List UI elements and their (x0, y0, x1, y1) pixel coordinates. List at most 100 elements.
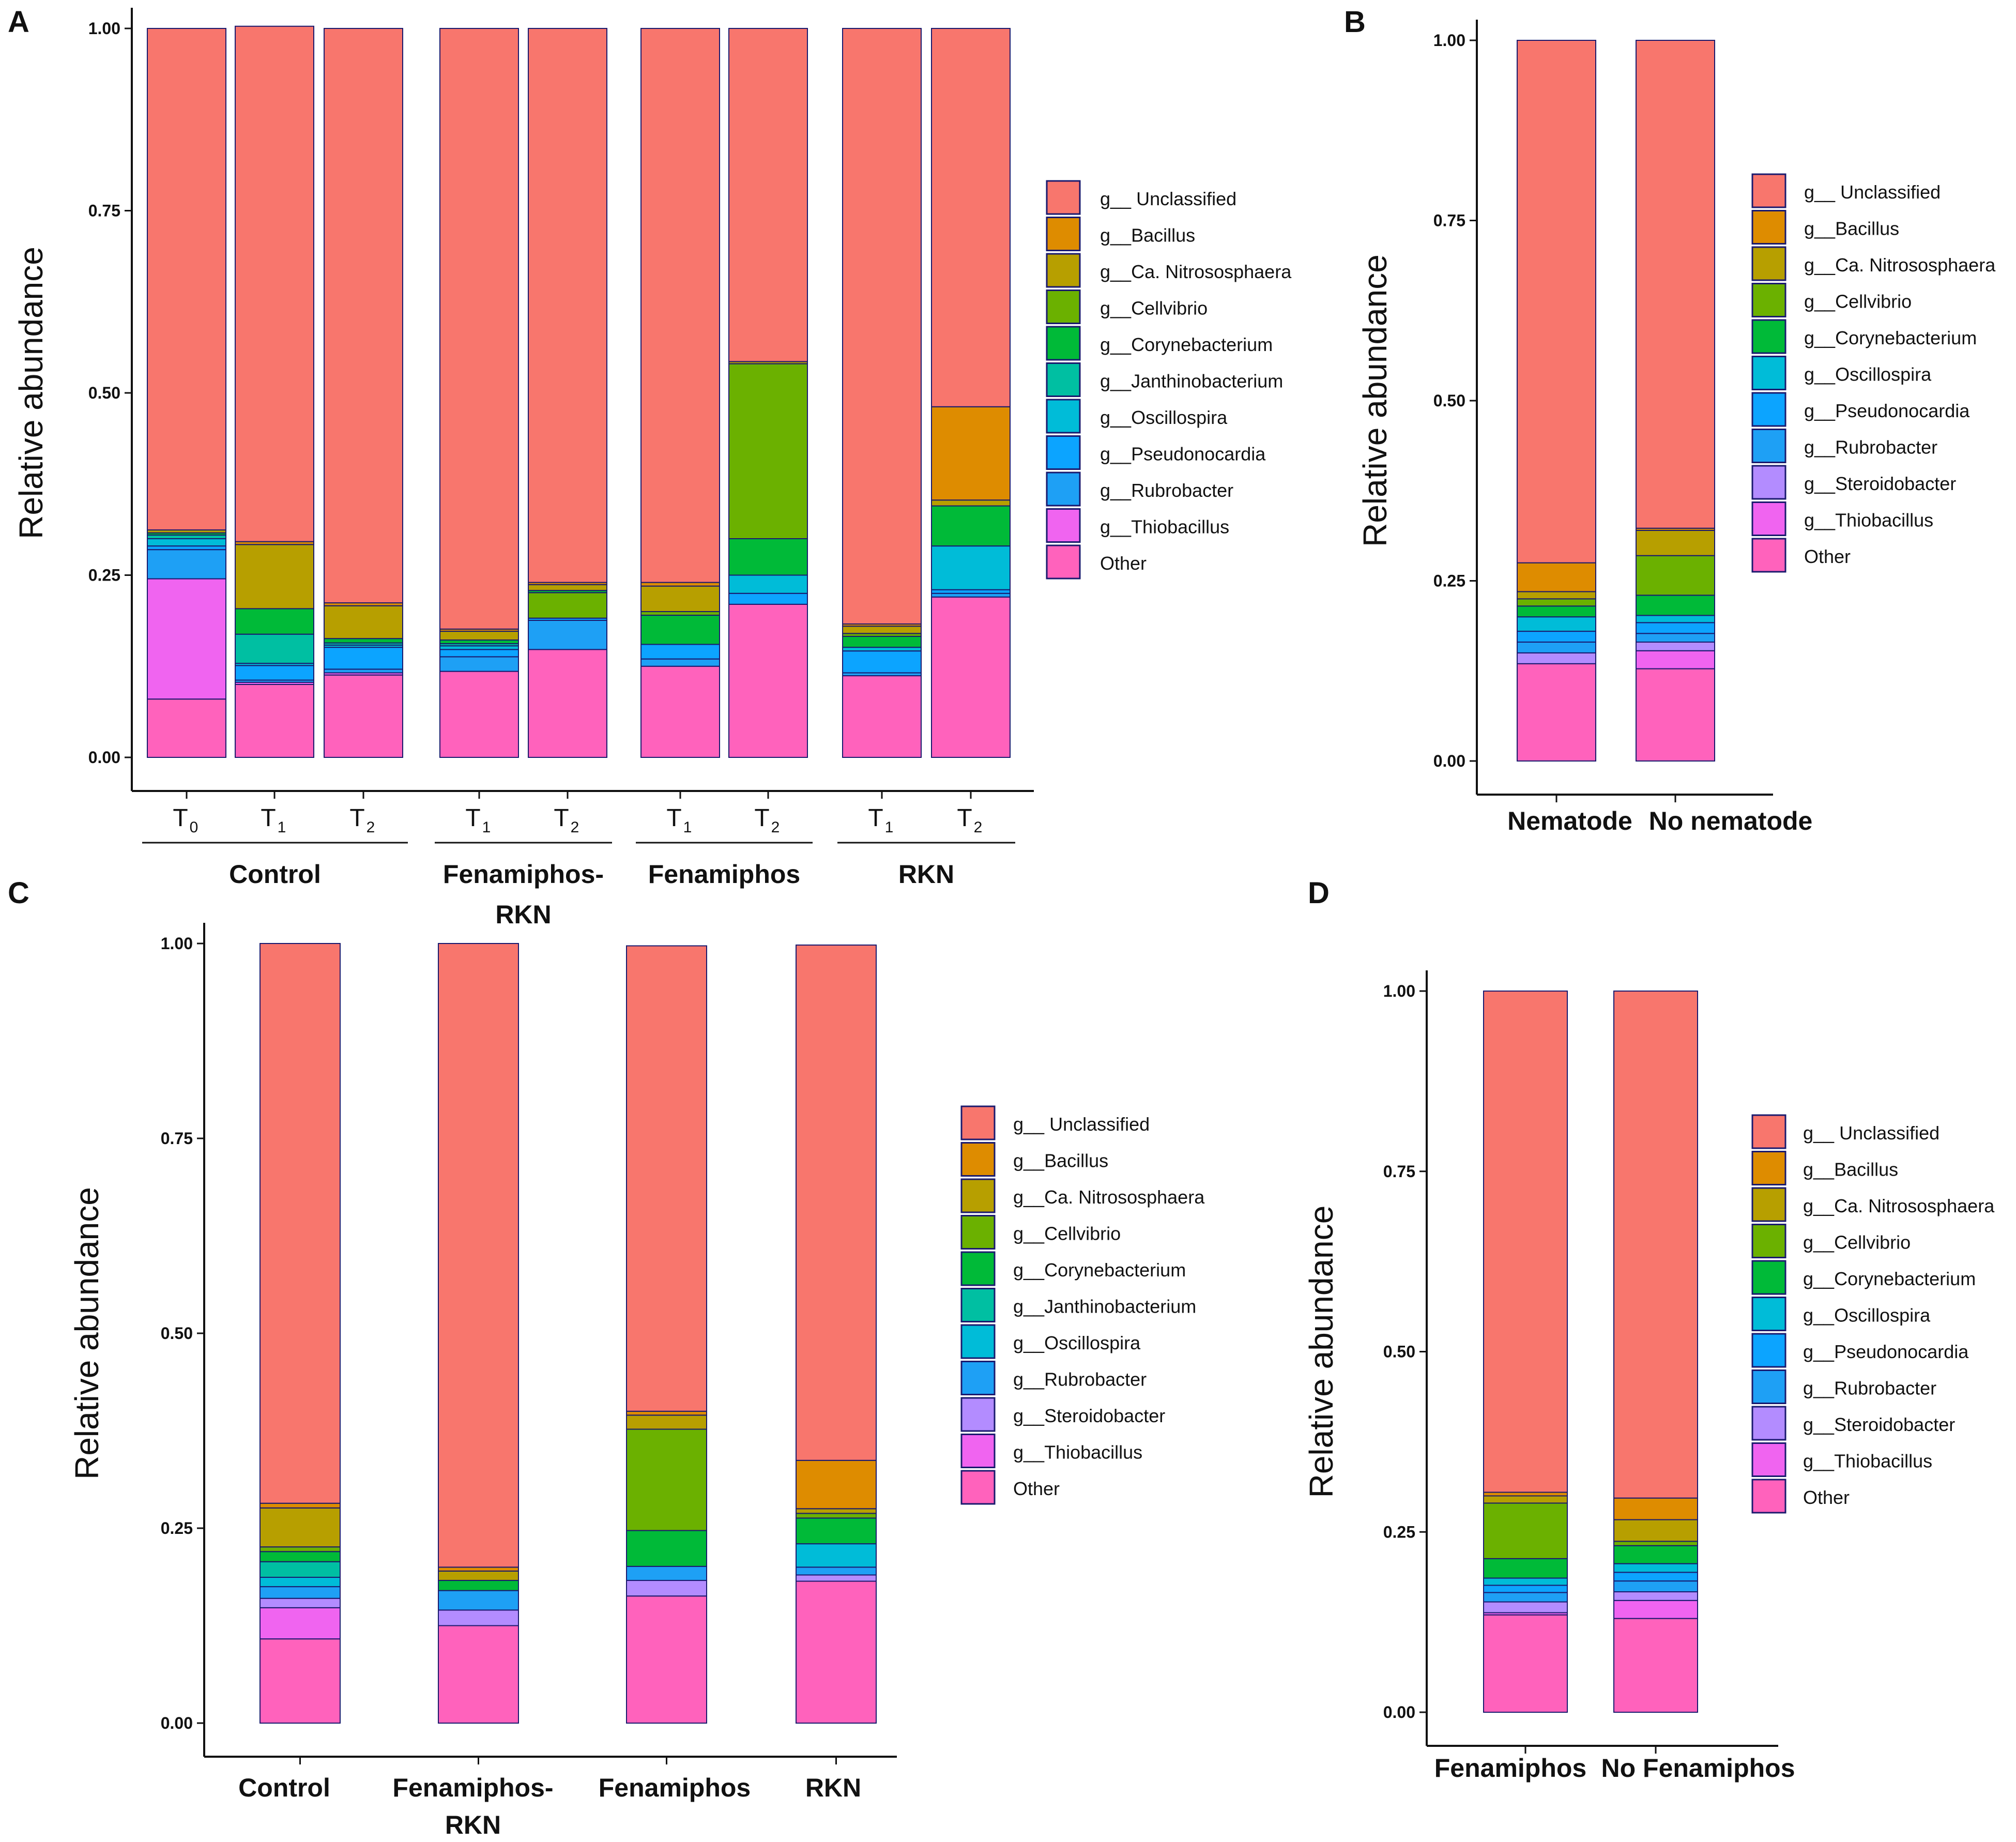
panel-a-segment-rubrobacter (147, 549, 226, 580)
panel-b-legend-label-bacillus: g__Bacillus (1804, 218, 1899, 239)
panel-b-segment-ca-nitrososphaera (1517, 591, 1596, 600)
panel-d-segment-rubrobacter (1613, 1580, 1698, 1593)
panel-b: B 0.00 0.25 0.50 0.75 1.00 Relative abundance N… (1344, 5, 1996, 835)
panel-a-segment-oscillospira (439, 645, 519, 650)
panel-d-segment-steroidobacter (1613, 1591, 1698, 1601)
panel-a-xtick-label: T (554, 804, 569, 832)
panel-b-ytick-label: 1.00 (1433, 31, 1465, 50)
panel-c-legend-swatch-oscillospira (960, 1324, 996, 1359)
panel-b-bar-no-nematode (1636, 40, 1715, 762)
panel-b-legend-swatch-rubrobacter (1751, 429, 1786, 463)
panel-a-segment-ca-nitrososphaera (324, 605, 403, 640)
panel-d-segment-unclassified (1613, 991, 1698, 1499)
panel-a-segment-other (147, 698, 226, 758)
panel-a-segment-pseudonocardia (842, 650, 922, 674)
panel-b-segment-other (1636, 668, 1715, 762)
panel-c: C 0.00 0.25 0.50 0.75 1.00 Relative abundance C… (8, 876, 1205, 1839)
panel-a-legend-label-thiobacillus: g__Thiobacillus (1100, 516, 1229, 538)
panel-c-ytick-label: 0.25 (161, 1519, 193, 1537)
panel-a-segment-other (324, 674, 403, 758)
panel-a-group-label-fenamiphos-rkn: RKN (495, 900, 551, 929)
panel-b-category-no-nematode: No nematode (1649, 806, 1813, 835)
panel-a-group-label-control: Control (229, 860, 321, 889)
panel-d-category-fenamiphos: Fenamiphos (1434, 1754, 1586, 1783)
panel-d-legend-swatch-thiobacillus (1751, 1442, 1786, 1477)
panel-a-legend-label-ca-nitrososphaera: g__Ca. Nitrososphaera (1100, 261, 1292, 282)
panel-c-legend-swatch-bacillus (960, 1142, 996, 1177)
panel-c-segment-rubrobacter (796, 1566, 877, 1576)
panel-c-legend-label-janthinobacterium: g__Janthinobacterium (1013, 1296, 1196, 1317)
panel-c-segment-other (796, 1580, 877, 1724)
panel-b-segment-thiobacillus (1636, 650, 1715, 669)
panel-b-legend-label-corynebacterium: g__Corynebacterium (1804, 327, 1977, 348)
panel-a-legend-label-oscillospira: g__Oscillospira (1100, 407, 1228, 428)
panel-c-segment-unclassified (438, 943, 519, 1568)
panel-c-segment-ca-nitrososphaera (259, 1507, 341, 1548)
panel-c-bar-fenamiphos-rkn (438, 943, 519, 1724)
panel-a-segment-rubrobacter (528, 619, 607, 650)
panel-b-y-label: Relative abundance (1356, 254, 1394, 547)
panel-c-y-label: Relative abundance (68, 1187, 105, 1480)
panel-a-group-label-rkn: RKN (898, 860, 954, 889)
panel-a-bar-fenamiphos-t1 (640, 28, 720, 758)
panel-b-segment-corynebacterium (1636, 595, 1715, 616)
panel-a-letter: A (8, 5, 29, 39)
panel-d-category-no-fenamiphos: No Fenamiphos (1601, 1754, 1795, 1783)
panel-a-legend-label-unclassified: g__ Unclassified (1100, 188, 1236, 209)
panel-c-segment-corynebacterium (626, 1530, 707, 1567)
panel-a-legend-label-other: Other (1100, 553, 1147, 574)
panel-c-segment-cellvibrio (626, 1428, 707, 1531)
panel-c-segment-other (259, 1638, 341, 1724)
panel-b-ytick-label: 0.50 (1433, 391, 1465, 410)
panel-c-segment-steroidobacter (438, 1609, 519, 1626)
panel-a-segment-pseudonocardia (235, 665, 314, 681)
panel-b-legend-label-thiobacillus: g__Thiobacillus (1804, 510, 1933, 531)
panel-a-xtick-subscript: 1 (482, 819, 491, 836)
panel-c-category-fenamiphos-rkn: RKN (445, 1810, 501, 1839)
panel-a-legend-swatch-unclassified (1046, 180, 1081, 215)
panel-b-segment-corynebacterium (1517, 605, 1596, 618)
panel-b-segment-unclassified (1517, 40, 1596, 564)
panel-d-legend-swatch-rubrobacter (1751, 1369, 1786, 1404)
panel-d-legend-label-unclassified: g__ Unclassified (1803, 1122, 1939, 1144)
panel-d-segment-cellvibrio (1483, 1502, 1568, 1559)
panel-a-segment-other (931, 596, 1011, 758)
panel-b-legend-swatch-pseudonocardia (1751, 392, 1786, 427)
panel-a-xtick-label: T (957, 804, 972, 832)
panel-c-segment-other (438, 1625, 519, 1724)
panel-a-legend-label-corynebacterium: g__Corynebacterium (1100, 334, 1273, 355)
panel-c-ytick-label: 1.00 (161, 934, 193, 953)
panel-c-legend-swatch-unclassified (960, 1105, 996, 1140)
panel-a-xtick-subscript: 2 (366, 819, 375, 836)
panel-a-legend-swatch-cellvibrio (1046, 290, 1081, 324)
panel-b-legend-swatch-thiobacillus (1751, 501, 1786, 536)
panel-c-legend-swatch-rubrobacter (960, 1361, 996, 1395)
panel-c-legend-label-corynebacterium: g__Corynebacterium (1013, 1259, 1186, 1281)
panel-d-legend: g__ Unclassified g__Bacillus g__Ca. Nitros… (1751, 1114, 1995, 1514)
panel-d-ytick-label: 0.50 (1383, 1343, 1415, 1361)
panel-a-xtick-label: T (261, 804, 276, 832)
panel-c-legend-swatch-other (960, 1470, 996, 1505)
panel-c-segment-corynebacterium (796, 1517, 877, 1545)
panel-b-segment-cellvibrio (1636, 555, 1715, 596)
panel-b-legend-swatch-other (1751, 538, 1786, 573)
panel-d-legend-label-rubrobacter: g__Rubrobacter (1803, 1378, 1936, 1399)
panel-a-group-label-fenamiphos-rkn: Fenamiphos- (443, 860, 604, 889)
panel-a-segment-corynebacterium (324, 638, 403, 644)
panel-c-segment-thiobacillus (259, 1607, 341, 1640)
panel-a-segment-oscillospira (842, 647, 922, 652)
panel-c-segment-cellvibrio (796, 1513, 877, 1519)
panel-c-segment-steroidobacter (259, 1597, 341, 1608)
panel-a-ytick-label: 0.25 (88, 566, 120, 585)
panel-a-bar-control-t1 (235, 25, 314, 758)
panel-a-xtick-label: T (349, 804, 364, 832)
panel-c-legend-label-bacillus: g__Bacillus (1013, 1150, 1108, 1171)
panel-a-xtick-label: T (754, 804, 769, 832)
panel-d-legend-swatch-ca-nitrososphaera (1751, 1187, 1786, 1222)
panel-d-legend-swatch-corynebacterium (1751, 1260, 1786, 1295)
panel-b-segment-pseudonocardia (1517, 631, 1596, 643)
panel-a-xtick-subscript: 1 (683, 819, 692, 836)
panel-d-segment-thiobacillus (1613, 1600, 1698, 1619)
panel-a-legend-swatch-pseudonocardia (1046, 435, 1081, 470)
